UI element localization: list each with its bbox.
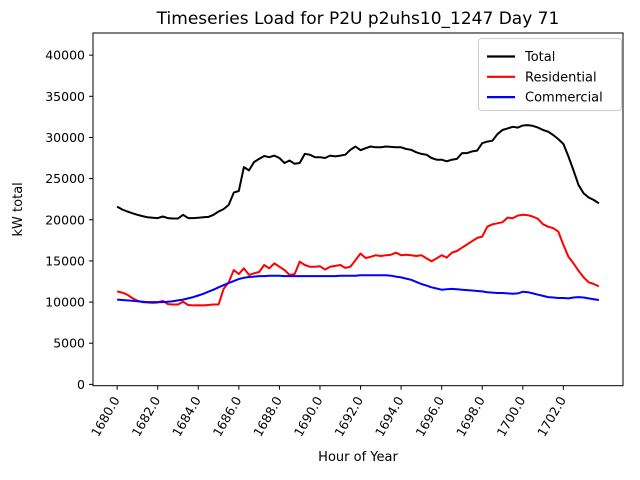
legend-label-residential: Residential: [525, 70, 597, 85]
x-tick-label: 1694.0: [372, 394, 407, 439]
x-tick-label: 1700.0: [494, 394, 529, 439]
x-tick-label: 1680.0: [88, 394, 123, 439]
y-tick-label: 10000: [45, 295, 85, 310]
y-tick-label: 15000: [45, 253, 85, 268]
series-line-total: [116, 124, 600, 220]
plot-border: [92, 32, 624, 387]
y-tick-label: 30000: [45, 130, 85, 145]
x-tick-label: 1690.0: [291, 394, 326, 439]
y-tick-label: 40000: [45, 48, 85, 63]
y-tick-label: 35000: [45, 89, 85, 104]
x-tick-label: 1688.0: [250, 394, 285, 439]
x-tick-label: 1692.0: [331, 394, 366, 439]
x-tick-label: 1686.0: [210, 394, 245, 439]
y-axis-label: kW total: [11, 182, 26, 236]
x-tick-label: 1698.0: [453, 394, 488, 439]
plot-title: Timeseries Load for P2U p2uhs10_1247 Day…: [156, 9, 560, 29]
x-tick-label: 1682.0: [128, 394, 163, 439]
legend-label-total: Total: [524, 50, 555, 65]
x-tick-label: 1702.0: [534, 394, 569, 439]
y-tick-label: 0: [77, 377, 85, 392]
series-line-residential: [116, 213, 600, 307]
x-axis-label: Hour of Year: [318, 450, 398, 465]
legend-label-commercial: Commercial: [525, 91, 603, 106]
series-line-commercial: [117, 274, 600, 304]
y-tick-label: 20000: [45, 212, 85, 227]
x-tick-label: 1684.0: [169, 394, 204, 439]
x-tick-label: 1696.0: [412, 394, 447, 439]
y-tick-label: 25000: [45, 171, 85, 186]
y-tick-label: 5000: [53, 336, 85, 351]
